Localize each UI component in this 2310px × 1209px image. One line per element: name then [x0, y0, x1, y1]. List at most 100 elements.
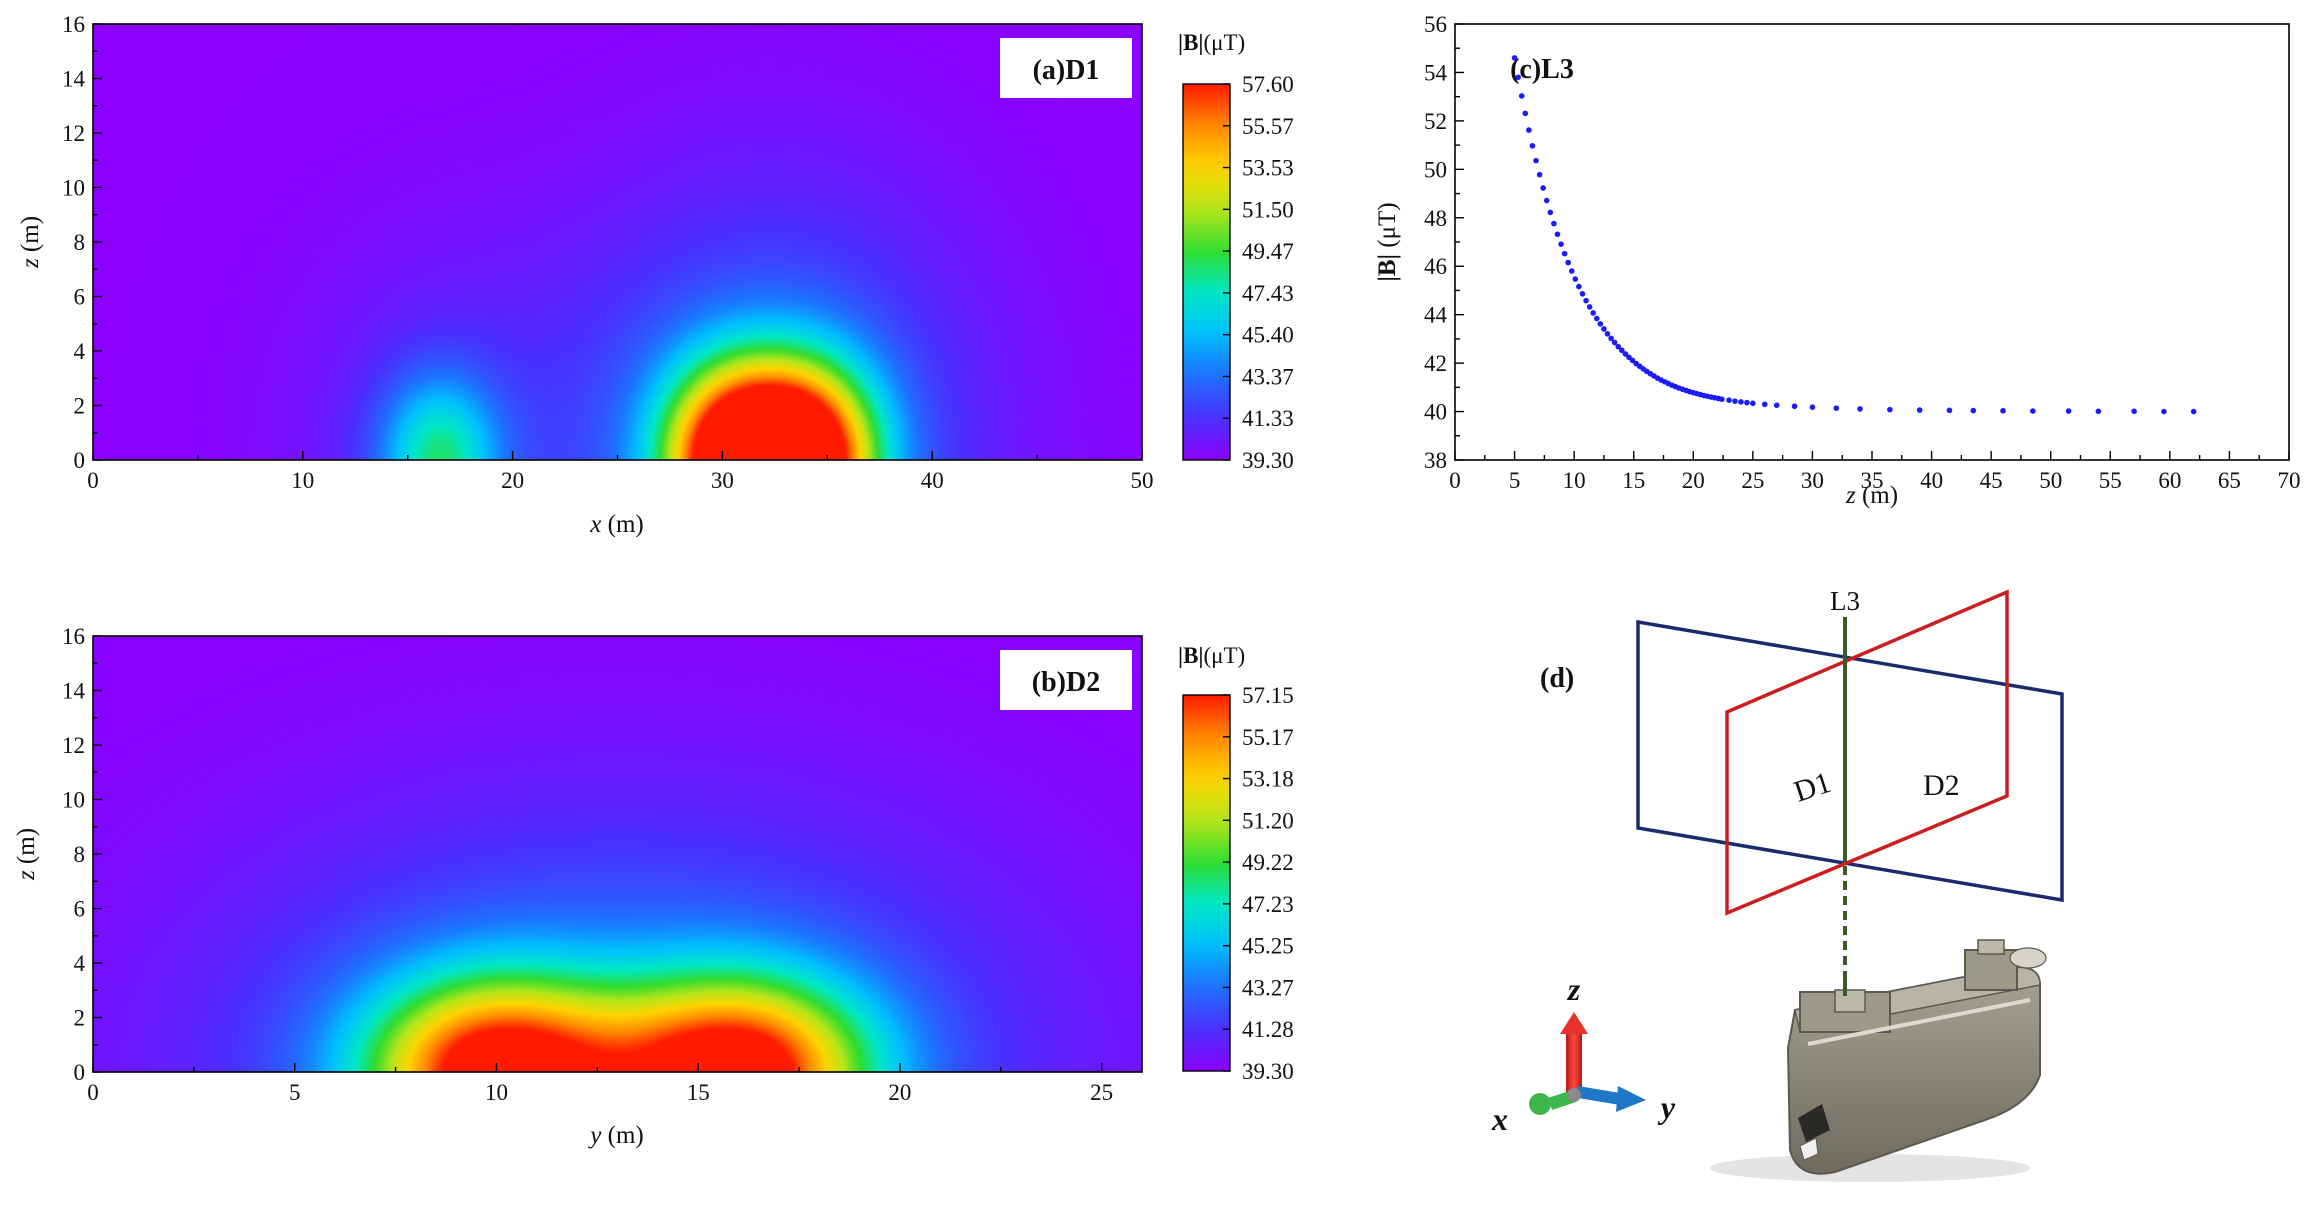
y-tick-label-a: 12	[62, 121, 85, 146]
x-tick-label-c: 25	[1741, 468, 1764, 493]
x-tick-label-b: 10	[485, 1080, 508, 1105]
x-tick-label-a: 50	[1131, 468, 1154, 493]
x-tick-label-c: 20	[1682, 468, 1705, 493]
ylabel-c-var: |B|	[1374, 254, 1401, 282]
data-point-l3	[1604, 331, 1611, 337]
panel-c: 0 5 10 15 20 25 30 35 40 45 50 55 60 65 70 38 40 42 44 46 48…	[1374, 12, 2301, 509]
y-tick-label-b: 0	[74, 1060, 86, 1085]
ylabel-a-var: z	[17, 258, 44, 269]
colorbar-tick-label-b: 43.27	[1242, 975, 1294, 1000]
colorbar-tick-label-b: 57.15	[1242, 683, 1294, 708]
data-point-l3	[1551, 220, 1557, 227]
x-tick-label-c: 60	[2158, 468, 2181, 493]
x-tick-label-b: 15	[687, 1080, 710, 1105]
label-d1: D1	[1790, 766, 1835, 809]
y-tick-label-b: 12	[62, 733, 85, 758]
ship-stern-cap	[2009, 947, 2047, 969]
y-axis-arrowhead	[1616, 1086, 1646, 1112]
ylabel-b: z (m)	[13, 828, 40, 881]
data-point-l3	[1526, 127, 1532, 133]
x-tick-label-a: 30	[711, 468, 734, 493]
colorbar-tick-label-b: 53.18	[1242, 767, 1294, 792]
x-tick-label-c: 30	[1801, 468, 1824, 493]
data-point-l3	[1540, 185, 1546, 191]
data-point-l3	[1561, 250, 1568, 257]
colorbar-tick-label-a: 43.37	[1242, 364, 1294, 389]
x-tick-label-c: 45	[1980, 468, 2003, 493]
data-point-l3	[1572, 276, 1579, 282]
x-tick-label-b: 20	[888, 1080, 911, 1105]
x-tick-label-a: 20	[501, 468, 524, 493]
data-point-l3	[1970, 407, 1977, 414]
data-point-l3	[1554, 231, 1561, 238]
xlabel-c-var: z	[1845, 482, 1856, 509]
data-point-l3	[2190, 408, 2197, 415]
ship-deck-stripe	[1807, 998, 2031, 1046]
data-point-l3	[1511, 55, 1518, 61]
ship-shadow	[1710, 1154, 2030, 1182]
data-point-l3	[1719, 396, 1725, 403]
data-point-l3	[1529, 143, 1536, 149]
y-tick-label-c: 48	[1424, 206, 1447, 231]
data-point-l3	[1761, 401, 1768, 408]
y-tick-label-b: 16	[62, 624, 85, 649]
xlabel-a-unit: (m)	[601, 511, 643, 538]
x-tick-label-b: 0	[87, 1080, 99, 1105]
panel-label-box-a	[1000, 38, 1132, 98]
data-point-l3	[2161, 408, 2167, 415]
xlabel-c-unit: (m)	[1856, 482, 1898, 509]
colorbar-title-a-var: |B|	[1178, 30, 1203, 55]
data-point-l3	[1946, 407, 1953, 414]
ship-aft-house	[1964, 949, 2018, 991]
colorbar-tick-label-b: 41.28	[1242, 1017, 1294, 1042]
axis-label-x: x	[1491, 1101, 1508, 1137]
ylabel-b-unit: (m)	[13, 828, 40, 870]
data-point-l3	[1568, 268, 1575, 274]
ylabel-a: z (m)	[17, 216, 44, 269]
axis-label-z: z	[1567, 971, 1581, 1007]
data-point-l3	[1522, 110, 1529, 117]
xlabel-b-unit: (m)	[601, 1122, 643, 1149]
x-tick-label-b: 5	[289, 1080, 301, 1105]
y-tick-label-b: 2	[74, 1006, 86, 1031]
panel-title-b: (b)D2	[1032, 667, 1100, 698]
colorbar-tick-label-b: 39.30	[1242, 1059, 1294, 1084]
data-point-l3	[1791, 403, 1798, 410]
axis-label-y: y	[1657, 1089, 1676, 1125]
scatter-points-c	[1511, 55, 2197, 415]
x-tick-label-c: 55	[2099, 468, 2122, 493]
colorbar-tick-label-b: 49.22	[1242, 850, 1294, 875]
y-axis-shaft	[1578, 1086, 1620, 1105]
x-tick-label-c: 70	[2278, 468, 2301, 493]
y-tick-label-c: 44	[1424, 303, 1448, 328]
x-axis-ball	[1529, 1093, 1551, 1115]
colorbar-tick-label-b: 45.25	[1242, 934, 1294, 959]
x-tick-label-c: 10	[1563, 468, 1586, 493]
y-tick-label-b: 6	[74, 897, 86, 922]
y-tick-label-c: 46	[1424, 254, 1447, 279]
x-tick-label-c: 15	[1622, 468, 1645, 493]
data-point-l3	[1726, 397, 1732, 403]
data-point-l3	[2030, 408, 2036, 414]
panel-title-d: (d)	[1540, 663, 1574, 694]
y-tick-label-a: 0	[74, 448, 86, 473]
data-point-l3	[1536, 171, 1543, 178]
data-point-l3	[1593, 315, 1600, 322]
origin-ball	[1567, 1088, 1581, 1102]
data-point-l3	[1543, 197, 1550, 204]
data-point-l3	[1732, 398, 1738, 404]
panel-b: 0 5 10 15 20 25 0 2 4 6 8 10 12 14 16 (b)D2 y (m) z (m…	[13, 624, 1294, 1149]
axes-triad-icon: z x y	[1491, 971, 1676, 1137]
colorbar-title-b: |B|(μT)	[1178, 643, 1245, 668]
plane-d2	[1636, 619, 2064, 903]
ylabel-a-unit: (m)	[17, 216, 44, 258]
y-tick-label-c: 56	[1424, 12, 1447, 37]
heatmap-b-image	[93, 636, 1142, 1072]
label-l3: L3	[1830, 586, 1860, 616]
colorbar-title-a: |B|(μT)	[1178, 30, 1245, 55]
data-point-l3	[1576, 283, 1582, 290]
data-point-l3	[1750, 400, 1756, 407]
z-axis-shaft	[1566, 1032, 1582, 1092]
data-point-l3	[2065, 408, 2072, 414]
y-tick-label-a: 4	[74, 339, 86, 364]
